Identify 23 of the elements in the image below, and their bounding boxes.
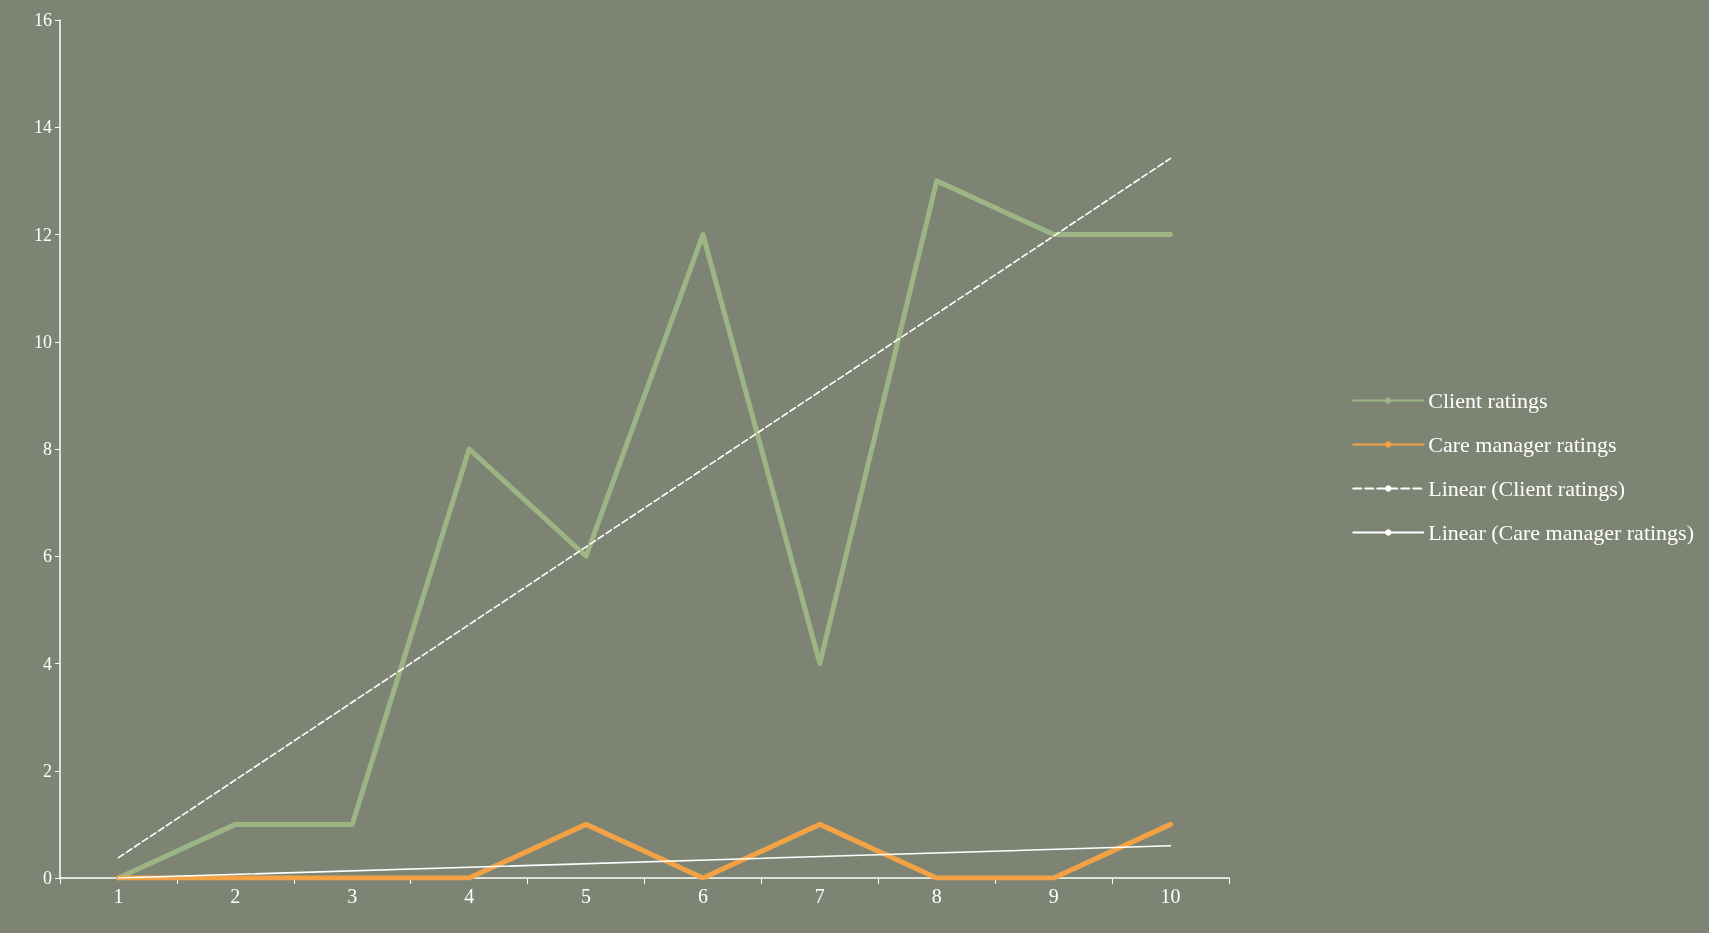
y-tick-label: 12 <box>34 224 52 245</box>
x-tick-label: 6 <box>697 885 708 907</box>
legend-label: Client ratings <box>1428 388 1548 413</box>
x-tick-label: 4 <box>464 885 475 907</box>
x-tick-label: 3 <box>347 885 358 907</box>
x-tick-label: 9 <box>1048 885 1059 907</box>
y-tick-label: 2 <box>43 760 52 781</box>
y-tick-label: 0 <box>43 868 52 888</box>
x-tick-label: 1 <box>113 885 124 907</box>
x-tick-label: 5 <box>581 885 592 907</box>
x-tick-label: 7 <box>814 885 825 907</box>
legend-label: Linear (Care manager ratings) <box>1428 520 1695 545</box>
legend-label: Care manager ratings <box>1428 432 1617 457</box>
y-tick-label: 4 <box>43 653 52 674</box>
y-tick-label: 8 <box>43 439 52 459</box>
y-tick-label: 6 <box>43 546 52 567</box>
x-tick-label: 8 <box>931 885 942 907</box>
y-tick-label: 16 <box>34 10 52 30</box>
x-tick-label: 10 <box>1160 885 1181 907</box>
x-tick-label: 2 <box>230 885 241 907</box>
y-tick-label: 14 <box>34 117 52 138</box>
legend-label: Linear (Client ratings) <box>1428 476 1626 501</box>
y-tick-label: 10 <box>34 331 52 352</box>
